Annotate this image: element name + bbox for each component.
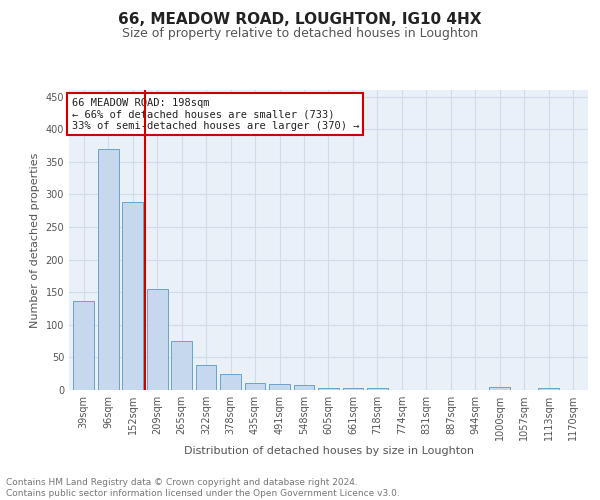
X-axis label: Distribution of detached houses by size in Loughton: Distribution of detached houses by size … [184, 446, 473, 456]
Text: Size of property relative to detached houses in Loughton: Size of property relative to detached ho… [122, 28, 478, 40]
Bar [367, 388, 388, 390]
Bar [73, 302, 94, 390]
Bar [538, 388, 559, 390]
Bar [343, 388, 364, 390]
Text: 66, MEADOW ROAD, LOUGHTON, IG10 4HX: 66, MEADOW ROAD, LOUGHTON, IG10 4HX [118, 12, 482, 28]
Bar [147, 289, 167, 390]
Bar [490, 386, 510, 390]
Bar [122, 202, 143, 390]
Bar [98, 148, 119, 390]
Bar [318, 388, 339, 390]
Bar [220, 374, 241, 390]
Text: 66 MEADOW ROAD: 198sqm
← 66% of detached houses are smaller (733)
33% of semi-de: 66 MEADOW ROAD: 198sqm ← 66% of detached… [71, 98, 359, 130]
Text: Contains HM Land Registry data © Crown copyright and database right 2024.
Contai: Contains HM Land Registry data © Crown c… [6, 478, 400, 498]
Bar [196, 365, 217, 390]
Bar [245, 383, 265, 390]
Bar [293, 385, 314, 390]
Bar [269, 384, 290, 390]
Y-axis label: Number of detached properties: Number of detached properties [30, 152, 40, 328]
Bar [171, 341, 192, 390]
